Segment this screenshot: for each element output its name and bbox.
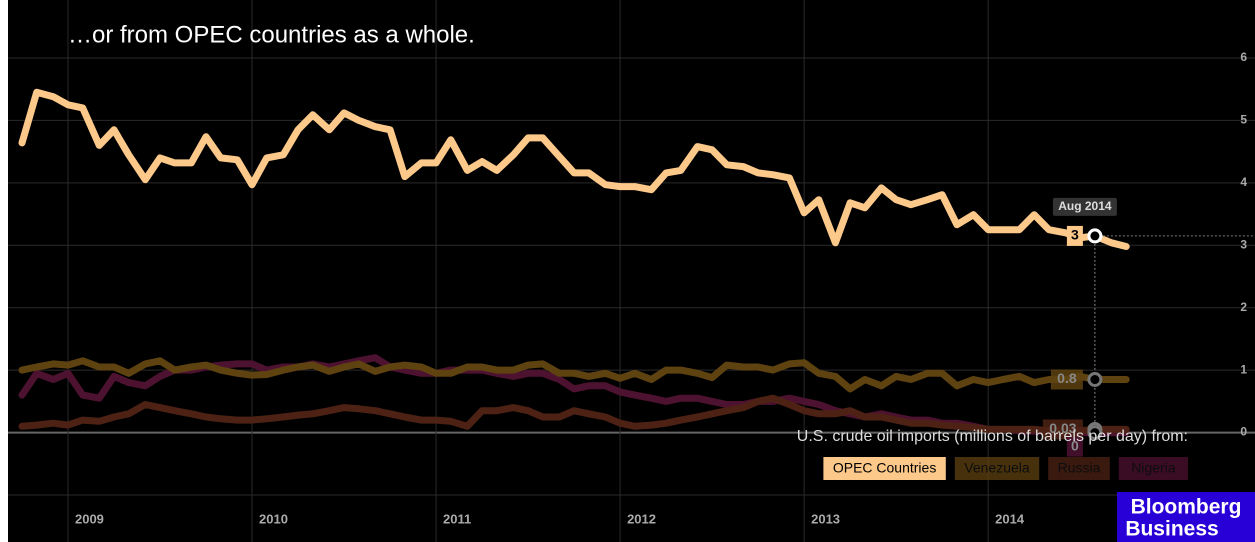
hover-value: 3 xyxy=(1071,227,1079,243)
series-line xyxy=(18,88,1130,250)
x-tick-label: 2010 xyxy=(259,511,288,526)
legend-title: U.S. crude oil imports (millions of barr… xyxy=(797,428,1188,445)
legend: Nigeria Russia Venezuela OPEC Countries xyxy=(823,457,1188,480)
hover-value-box xyxy=(1066,436,1083,457)
hover-value: 0 xyxy=(1071,437,1079,453)
y-tick-label: 4 xyxy=(1240,175,1247,189)
legend-item[interactable] xyxy=(1048,457,1110,480)
y-tick-label: 0 xyxy=(1240,425,1247,439)
lines xyxy=(18,88,1130,437)
series-line xyxy=(18,357,1130,393)
y-tick-label: 3 xyxy=(1240,237,1247,251)
background xyxy=(8,0,1255,542)
legend-item[interactable] xyxy=(823,457,946,480)
hover-date: Aug 2014 xyxy=(1058,199,1112,213)
y-tick-label: 5 xyxy=(1240,113,1247,127)
series-line xyxy=(18,394,1130,435)
y-tick-label: 2 xyxy=(1240,300,1247,314)
hover-date-box xyxy=(1052,197,1117,216)
x-tick-label: 2011 xyxy=(443,511,471,526)
logo-text: Business xyxy=(1125,518,1218,541)
y-tick-label: 1 xyxy=(1240,362,1247,376)
hover-value-box xyxy=(1050,369,1083,390)
x-tick-label: 2009 xyxy=(75,511,104,526)
grid: 0 1 2 3 4 5 6 2009 2010 2011 2012 2013 2014 xyxy=(8,0,1255,542)
x-tick-label: 2014 xyxy=(995,511,1025,526)
chart-title: …or from OPEC countries as a whole. xyxy=(68,21,475,48)
x-tick-label: 2012 xyxy=(627,511,656,526)
legend-label[interactable]: Russia xyxy=(1058,460,1101,476)
hover-point xyxy=(1087,425,1103,441)
logo-text: Bloomberg xyxy=(1131,496,1242,519)
hover-point xyxy=(1087,228,1103,244)
hover-value-box xyxy=(1066,225,1083,246)
hover-value: 0.8 xyxy=(1057,370,1077,386)
hover-value: 0.03 xyxy=(1049,420,1076,436)
legend-label[interactable]: OPEC Countries xyxy=(833,460,936,476)
y-tick-label: 6 xyxy=(1240,50,1247,64)
legend-label[interactable]: Nigeria xyxy=(1131,460,1176,476)
logo-box xyxy=(1117,492,1255,542)
legend-item[interactable] xyxy=(1118,457,1188,480)
legend-item[interactable] xyxy=(954,457,1040,480)
hover-value-box xyxy=(1042,419,1083,440)
legend-label[interactable]: Venezuela xyxy=(964,460,1030,476)
x-tick-label: 2013 xyxy=(811,511,840,526)
hover-point xyxy=(1087,372,1103,388)
